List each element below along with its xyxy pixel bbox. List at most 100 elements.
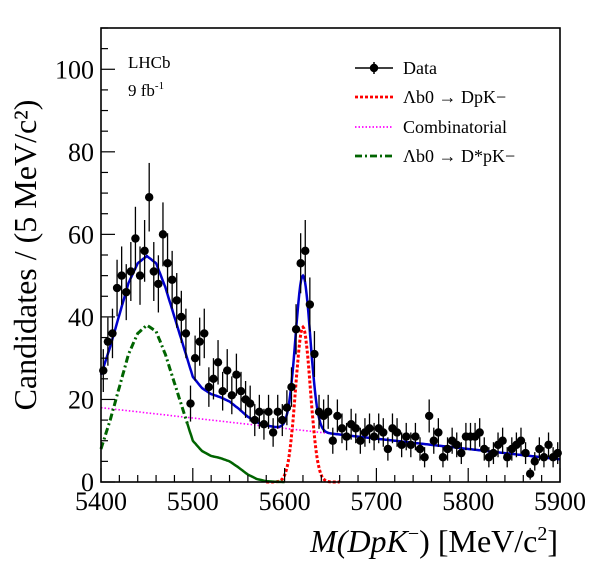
fit-curves (99, 254, 561, 484)
data-point (392, 418, 402, 447)
data-point (264, 394, 273, 429)
data-point (516, 427, 526, 454)
data-point (135, 246, 145, 305)
data-point (117, 246, 126, 305)
data-point (140, 219, 149, 282)
dstar-curve-dashdot (99, 323, 189, 450)
data-point (429, 427, 438, 454)
data-point (319, 399, 328, 433)
data-point (530, 452, 539, 471)
legend-label: Λb0 → DpK− (403, 87, 506, 107)
data-point (291, 304, 301, 355)
data-point (163, 233, 172, 294)
data-point (539, 447, 549, 468)
data-point (452, 432, 461, 458)
data-point (236, 371, 246, 411)
legend-label: Λb0 → D*pK− (403, 146, 515, 166)
y-tick-label: 20 (68, 385, 94, 414)
y-tick-label: 40 (68, 303, 94, 332)
data-point (186, 385, 195, 422)
y-tick-label: 100 (55, 55, 94, 84)
luminosity-label: 9 fb-1 (128, 80, 164, 100)
data-point (149, 242, 158, 301)
data-point (457, 442, 466, 465)
y-axis-title: Candidates / (5 MeV/c²) (7, 100, 43, 411)
data-point (415, 437, 425, 461)
legend-entry-dstar: Λb0 → D*pK− (355, 146, 515, 166)
legend-label: Data (403, 58, 437, 78)
data-point (167, 250, 177, 309)
data-point (154, 255, 163, 313)
data-point (397, 432, 406, 458)
y-tick-label: 80 (68, 138, 94, 167)
legend: Data Λb0 → DpK− Combinatorial Λb0 → D*pK− (355, 58, 515, 166)
data-point (420, 447, 429, 468)
data-point (273, 394, 282, 429)
data-point (544, 432, 553, 458)
data-point (268, 418, 278, 447)
data-point (218, 371, 227, 411)
x-tick-label: 5700 (350, 487, 402, 516)
data-point (406, 432, 416, 458)
data-point (324, 394, 333, 429)
data-point (470, 422, 480, 451)
data-point (144, 162, 154, 232)
data-point (356, 427, 365, 454)
data-point (177, 290, 186, 344)
data-point (351, 413, 360, 444)
data-point (122, 264, 131, 321)
legend-entry-data: Data (355, 58, 437, 78)
data-point (126, 242, 136, 301)
data-points (99, 162, 562, 480)
data-point (282, 390, 292, 426)
data-point (112, 259, 122, 317)
data-point (250, 404, 259, 437)
x-tick-label: 5400 (75, 487, 127, 516)
data-point (213, 340, 223, 385)
data-point (379, 418, 388, 447)
data-point (498, 427, 507, 454)
data-point (195, 317, 204, 366)
data-point (209, 358, 218, 400)
legend-entry-signal: Λb0 → DpK− (355, 87, 506, 107)
x-tick-label: 5900 (534, 487, 586, 516)
data-point (255, 394, 264, 429)
data-point (200, 308, 209, 359)
data-point (223, 349, 232, 393)
data-point (158, 202, 168, 267)
data-point (131, 206, 140, 271)
data-point (411, 422, 420, 451)
data-point (383, 437, 393, 461)
data-point (365, 413, 374, 444)
data-point (342, 422, 351, 451)
data-point (181, 308, 191, 359)
x-axis-title: M(DpK−) [MeV/c2] (309, 523, 558, 559)
y-tick-label: 60 (68, 220, 94, 249)
data-point (434, 418, 443, 447)
data-point (227, 376, 237, 415)
combinatorial-curve (100, 406, 561, 461)
total-fit-curve (99, 254, 561, 461)
data-point (388, 413, 397, 444)
luminosity-exponent: -1 (155, 80, 164, 92)
data-point (296, 233, 305, 294)
data-point (259, 408, 269, 440)
data-point (310, 331, 319, 378)
data-point (438, 447, 448, 468)
data-point (305, 277, 315, 332)
data-point (369, 422, 379, 451)
data-point (190, 335, 200, 381)
x-tick-label: 5800 (442, 487, 494, 516)
data-point (333, 399, 342, 433)
y-axis-ticks: 0 20 40 60 80 100 (55, 27, 115, 497)
data-point (204, 367, 214, 407)
data-point (278, 404, 287, 437)
data-point (172, 273, 181, 328)
data-point (402, 422, 411, 451)
data-point (475, 418, 484, 447)
data-point (525, 467, 535, 480)
x-tick-label: 5600 (259, 487, 311, 516)
data-point (337, 413, 347, 444)
